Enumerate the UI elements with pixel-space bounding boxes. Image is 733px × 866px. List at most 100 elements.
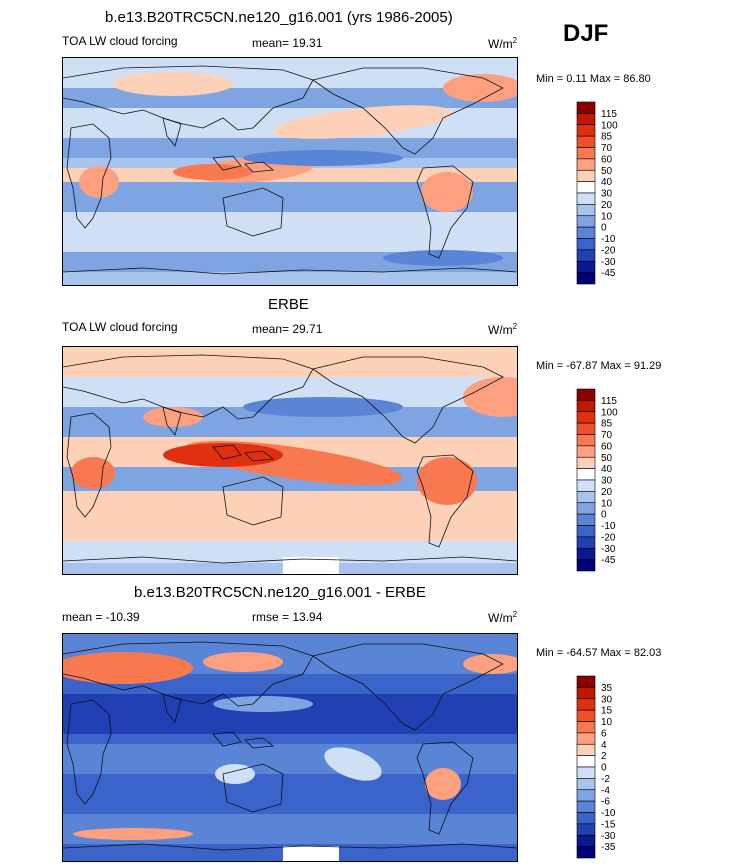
- coastline: [162, 406, 182, 436]
- field-region: [324, 747, 382, 781]
- field-region: [143, 407, 203, 427]
- field-region: [463, 377, 517, 417]
- colorbar-tick-label: 10: [601, 717, 613, 728]
- colorbar-tick-label: 35: [601, 683, 613, 694]
- colorbar-tick-label: 60: [601, 441, 613, 452]
- panel1-left-label: TOA LW cloud forcing: [62, 34, 178, 48]
- colorbar-tick-label: 30: [601, 694, 613, 705]
- colorbar-tick-label: 0: [601, 763, 607, 774]
- coastline: [312, 643, 504, 731]
- colorbar-box: [576, 789, 596, 802]
- coastline: [63, 65, 314, 131]
- season-label: DJF: [563, 20, 609, 47]
- colorbar-erbe: 115 100 85 70 60 50 40 30 20 10 0 -10 -20 -30 -45: [576, 388, 637, 572]
- colorbar-tick-label: -4: [601, 785, 610, 796]
- field-region: [463, 654, 517, 674]
- colorbar-box: [576, 272, 596, 285]
- colorbar-box: [576, 456, 596, 469]
- colorbar-tick-label: 100: [601, 407, 618, 418]
- colorbar-tick-label: 2: [601, 751, 607, 762]
- colorbar-box: [576, 468, 596, 481]
- colorbar-tick-label: 0: [601, 223, 607, 234]
- map-field-model: [63, 58, 517, 285]
- panel1-units: W/m2: [488, 36, 518, 51]
- colorbar-box: [576, 732, 596, 745]
- coastline: [416, 165, 474, 259]
- colorbar-box: [576, 238, 596, 251]
- colorbar-tick-label: -30: [601, 544, 616, 555]
- coastline: [312, 67, 504, 155]
- colorbar-box: [576, 411, 596, 424]
- colorbar-tick-label: -20: [601, 245, 616, 256]
- colorbar-tick-label: 20: [601, 487, 613, 498]
- coastline: [63, 641, 314, 707]
- panel3-minmax: Min = -64.57 Max = 82.03: [536, 647, 662, 659]
- field-region: [215, 764, 255, 784]
- coastline: [312, 356, 504, 444]
- panel2-units: W/m2: [488, 322, 518, 337]
- coastline: [66, 699, 112, 805]
- colorbar-box: [576, 778, 596, 791]
- colorbar-tick-label: -30: [601, 831, 616, 842]
- colorbar-tick-label: 85: [601, 132, 613, 143]
- colorbar-box: [576, 491, 596, 504]
- colorbar-box: [576, 547, 596, 560]
- colorbar-tick-label: -6: [601, 797, 610, 808]
- coastline: [416, 741, 474, 835]
- colorbar-box: [576, 192, 596, 205]
- panel1-minmax: Min = 0.11 Max = 86.80: [536, 73, 651, 85]
- colorbar-box: [576, 226, 596, 239]
- coastline: [66, 123, 112, 229]
- coastline: [222, 187, 284, 237]
- coastline: [162, 693, 182, 723]
- colorbar-box: [576, 513, 596, 526]
- panel3-title: b.e13.B20TRC5CN.ne120_g16.001 - ERBE: [134, 584, 426, 601]
- colorbar-box: [576, 687, 596, 700]
- field-region: [213, 696, 313, 712]
- colorbar-box: [576, 846, 596, 859]
- panel2-title: ERBE: [268, 296, 309, 313]
- field-region: [425, 768, 461, 800]
- colorbar-tick-label: 60: [601, 154, 613, 165]
- colorbar-tick-label: -30: [601, 257, 616, 268]
- map-field-erbe: [63, 347, 517, 574]
- colorbar-box: [576, 181, 596, 194]
- coastline: [63, 267, 517, 275]
- colorbar-box: [576, 434, 596, 447]
- field-region: [243, 150, 403, 166]
- colorbar-tick-label: 10: [601, 211, 613, 222]
- colorbar-tick-label: 100: [601, 120, 618, 131]
- field-band: [63, 138, 517, 158]
- colorbar-box: [576, 800, 596, 813]
- field-band: [63, 212, 517, 252]
- colorbar-tick-label: 50: [601, 166, 613, 177]
- colorbar-box: [576, 743, 596, 756]
- missing-data: [283, 557, 339, 574]
- colorbar-box: [576, 755, 596, 768]
- colorbar-box: [576, 169, 596, 182]
- colorbar-tick-label: 10: [601, 498, 613, 509]
- colorbar-tick-label: -15: [601, 819, 616, 830]
- figure-title: b.e13.B20TRC5CN.ne120_g16.001 (yrs 1986-…: [105, 9, 453, 26]
- colorbar-tick-label: -10: [601, 234, 616, 245]
- coastline: [63, 843, 517, 851]
- colorbar-box: [576, 721, 596, 734]
- colorbar-box: [576, 479, 596, 492]
- field-region: [113, 72, 233, 96]
- map-panel-erbe: [62, 346, 518, 575]
- colorbar-box: [576, 204, 596, 217]
- colorbar-model: 115 100 85 70 60 50 40 30 20 10 0 -10 -20 -30 -45: [576, 101, 637, 285]
- colorbar-tick-label: 30: [601, 189, 613, 200]
- field-region: [63, 652, 193, 684]
- panel3-rmse: rmse = 13.94: [252, 610, 323, 624]
- coastline: [66, 412, 112, 518]
- colorbar-tick-label: 50: [601, 453, 613, 464]
- colorbar-tick-label: 20: [601, 200, 613, 211]
- colorbar-difference: 35 30 15 10 6 4 2 0 -2 -4 -6 -10 -15 -30 -35: [576, 675, 637, 859]
- field-region: [203, 652, 283, 672]
- colorbar-box: [576, 525, 596, 538]
- colorbar-box: [576, 101, 596, 114]
- colorbar-box: [576, 135, 596, 148]
- panel3-mean: mean = -10.39: [62, 610, 140, 624]
- colorbar-tick-label: -35: [601, 842, 616, 853]
